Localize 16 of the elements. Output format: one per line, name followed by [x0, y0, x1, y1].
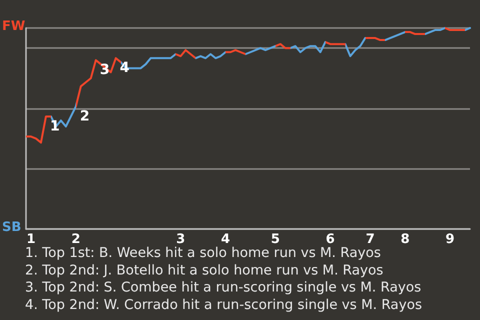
x-tick-label: 4 — [221, 232, 230, 247]
text: 2. Top 2nd: J. Botello hit a solo home run vs M. Rayos — [25, 262, 384, 278]
x-tick-label: 3 — [176, 232, 186, 247]
text: 1. Top 1st: B. Weeks hit a solo home run vs M. Rayos — [25, 245, 381, 261]
x-tick-label: 5 — [270, 232, 280, 247]
x-tick-label: 1 — [26, 232, 36, 247]
text: FW — [2, 19, 26, 34]
text: SB — [2, 220, 22, 235]
x-tick-label: 8 — [400, 232, 410, 247]
x-tick-label: 2 — [71, 232, 80, 247]
x-tick-label: 6 — [326, 232, 335, 247]
x-tick-label: 7 — [366, 232, 375, 247]
text: 4. Top 2nd: W. Corrado hit a run-scoring single vs M. Rayos — [25, 296, 422, 313]
annotation: 2 — [80, 108, 90, 124]
x-tick-label: 9 — [446, 232, 455, 247]
text: 3. Top 2nd: S. Combee hit a run-scoring single vs M. Rayos — [25, 280, 422, 296]
